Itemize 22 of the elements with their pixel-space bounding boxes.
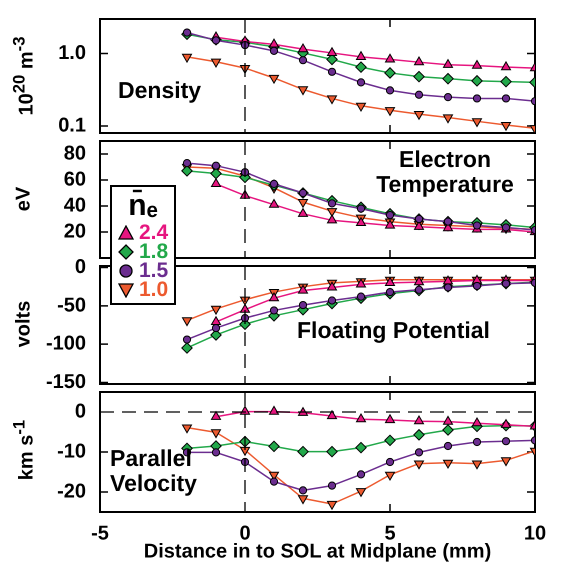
y-tick-label: 0	[74, 400, 86, 423]
y-axis-title: volts	[12, 300, 36, 348]
y-tick-label: -100	[46, 332, 86, 355]
legend-title: n̄ₑ	[127, 189, 159, 223]
annotation: Electron Temperature	[375, 146, 515, 197]
y-tick-label: 0.1	[58, 114, 86, 136]
annotation: Floating Potential	[297, 317, 490, 343]
y-tick-label: 0	[74, 256, 86, 278]
x-tick-label: 10	[524, 522, 546, 545]
annotation: Density	[118, 77, 202, 103]
y-tick-label: 1.0	[58, 42, 86, 64]
y-tick-label: 80	[64, 142, 86, 165]
y-tick-label: 40	[64, 194, 86, 217]
annotation: Parallel Velocity	[110, 445, 198, 496]
y-tick-label: -20	[57, 480, 86, 503]
y-axis-title: eV	[12, 186, 36, 212]
y-tick-label: 20	[64, 220, 86, 243]
x-tick-label: -5	[91, 522, 109, 545]
y-tick-label: -10	[57, 440, 86, 463]
y-tick-label: 60	[64, 168, 86, 191]
y-tick-label: -150	[46, 370, 86, 393]
y-tick-label: -50	[57, 294, 86, 316]
